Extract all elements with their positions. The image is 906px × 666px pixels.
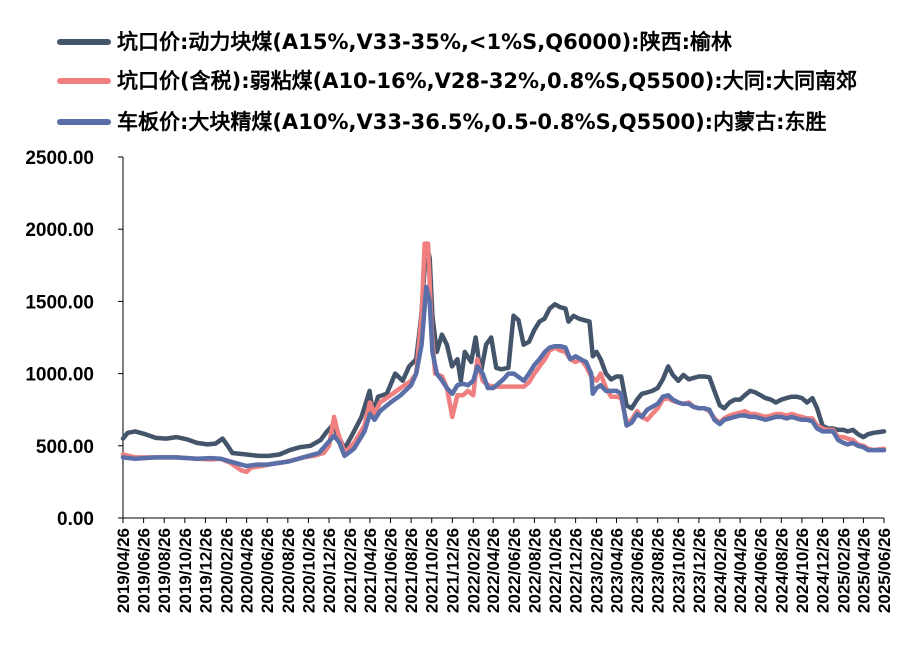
x-tick-label: 2022/04/26: [484, 528, 503, 613]
x-tick-label: 2019/08/26: [155, 528, 174, 613]
y-tick-label: 500.00: [36, 437, 94, 458]
legend-label: 坑口价(含税):弱粘煤(A10-16%,V28-32%,0.8%S,Q5500)…: [117, 69, 857, 93]
x-tick-label: 2020/10/26: [299, 528, 318, 613]
x-tick-label: 2019/10/26: [176, 528, 195, 613]
y-tick-label: 2000.00: [25, 220, 94, 241]
x-tick-label: 2021/12/26: [443, 528, 462, 613]
series-line: [120, 241, 887, 459]
x-tick-label: 2024/02/26: [711, 528, 730, 613]
x-tick-label: 2023/12/26: [690, 528, 709, 613]
x-tick-label: 2024/12/26: [814, 528, 833, 613]
legend-label: 车板价:大块精煤(A10%,V33-36.5%,0.5-0.8%S,Q5500)…: [117, 110, 826, 134]
x-tick-label: 2019/04/26: [114, 528, 133, 613]
legend-item: 坑口价(含税):弱粘煤(A10-16%,V28-32%,0.8%S,Q5500)…: [57, 69, 857, 93]
legend: 坑口价:动力块煤(A15%,V33-35%,<1%S,Q6000):陕西:榆林坑…: [57, 30, 857, 134]
x-axis: 2019/04/26 2019/06/26 2019/08/26 2019/10/26…: [114, 517, 894, 613]
x-tick-label: 2022/02/26: [464, 528, 483, 613]
x-tick-label: 2020/02/26: [217, 528, 236, 613]
x-tick-label: 2022/06/26: [505, 528, 524, 613]
x-tick-label: 2021/10/26: [423, 528, 442, 613]
legend-label: 坑口价:动力块煤(A15%,V33-35%,<1%S,Q6000):陕西:榆林: [117, 30, 732, 54]
x-tick-label: 2025/04/26: [854, 528, 873, 613]
series-line: [120, 284, 887, 469]
x-tick-label: 2025/06/26: [875, 528, 894, 613]
x-tick-label: 2025/02/26: [834, 528, 853, 613]
x-tick-label: 2021/04/26: [361, 528, 380, 613]
x-tick-label: 2021/06/26: [382, 528, 401, 613]
series-line: [120, 241, 887, 475]
x-tick-label: 2024/04/26: [731, 528, 750, 613]
x-tick-label: 2020/12/26: [320, 528, 339, 613]
legend-item: 车板价:大块精煤(A10%,V33-36.5%,0.5-0.8%S,Q5500)…: [57, 110, 826, 134]
x-tick-label: 2022/12/26: [567, 528, 586, 613]
x-tick-label: 2023/10/26: [669, 528, 688, 613]
x-tick-label: 2022/08/26: [525, 528, 544, 613]
y-tick-label: 1500.00: [25, 292, 94, 313]
x-tick-label: 2023/08/26: [649, 528, 668, 613]
x-tick-label: 2020/04/26: [238, 528, 257, 613]
legend-item: 坑口价:动力块煤(A15%,V33-35%,<1%S,Q6000):陕西:榆林: [57, 30, 732, 54]
x-tick-label: 2022/10/26: [546, 528, 565, 613]
x-tick-label: 2023/04/26: [607, 528, 626, 613]
series-layer: [120, 241, 887, 475]
x-tick-label: 2021/08/26: [402, 528, 421, 613]
y-tick-label: 0.00: [57, 509, 94, 530]
y-axis: 0.00 500.00 1000.00 1500.00 2000.00 2500.00: [25, 148, 124, 530]
x-tick-label: 2023/06/26: [628, 528, 647, 613]
x-tick-label: 2023/02/26: [588, 528, 607, 613]
x-tick-label: 2024/08/26: [772, 528, 791, 613]
x-tick-label: 2024/10/26: [793, 528, 812, 613]
y-tick-label: 1000.00: [25, 365, 94, 386]
y-tick-label: 2500.00: [25, 148, 94, 169]
x-tick-label: 2021/02/26: [341, 528, 360, 613]
x-tick-label: 2019/12/26: [196, 528, 215, 613]
x-tick-label: 2020/08/26: [279, 528, 298, 613]
x-tick-label: 2020/06/26: [258, 528, 277, 613]
x-tick-label: 2019/06/26: [135, 528, 154, 613]
x-tick-label: 2024/06/26: [752, 528, 771, 613]
